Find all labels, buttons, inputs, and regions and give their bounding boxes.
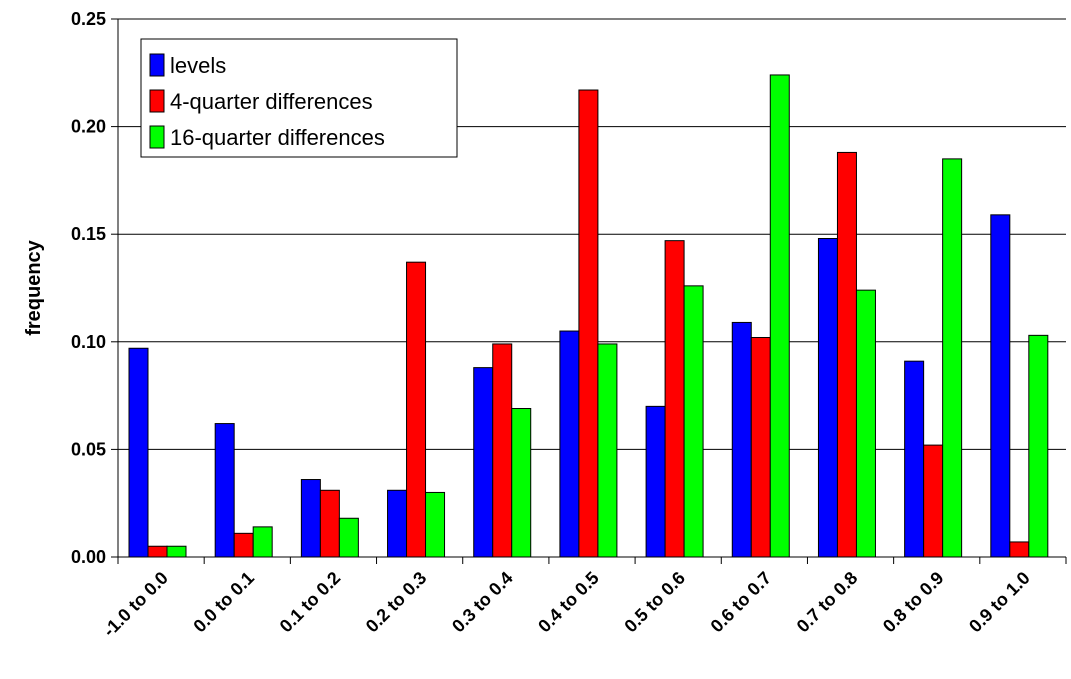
x-tick-label: 0.2 to 0.3 — [362, 568, 431, 637]
bar-16-quarter-differences — [597, 343, 618, 558]
x-tick-label: -1.0 to 0.0 — [99, 568, 172, 641]
legend-label: 16-quarter differences — [170, 125, 385, 150]
legend-box — [140, 38, 458, 158]
bar-16-quarter-differences — [425, 491, 446, 558]
x-tick-label: 0.7 to 0.8 — [793, 568, 862, 637]
legend-label: levels — [170, 53, 226, 78]
bar-levels — [214, 423, 235, 558]
bar-levels — [990, 214, 1011, 558]
bar-4-quarter-differences — [1009, 541, 1030, 558]
bar-levels — [473, 367, 494, 558]
y-tick-label: 0.20 — [71, 117, 106, 137]
bar-4-quarter-differences — [406, 261, 427, 558]
bar-16-quarter-differences — [683, 285, 704, 558]
bar-levels — [559, 330, 580, 558]
y-tick-label: 0.05 — [71, 439, 106, 459]
bar-levels — [645, 405, 666, 558]
y-tick-labels: 0.00 0.05 0.10 0.15 0.20 0.25 — [71, 9, 106, 567]
legend-swatch — [149, 89, 165, 113]
bar-levels — [387, 489, 408, 558]
bar-4-quarter-differences — [492, 343, 513, 558]
legend: levels 4-quarter differences 16-quarter di… — [140, 38, 458, 158]
x-tick-label: 0.3 to 0.4 — [448, 568, 517, 637]
y-tick-label: 0.15 — [71, 224, 106, 244]
bar-levels — [904, 360, 925, 558]
bar-16-quarter-differences — [769, 74, 790, 558]
x-tick-label: 0.4 to 0.5 — [534, 568, 603, 637]
bar-4-quarter-differences — [664, 240, 685, 558]
bar-16-quarter-differences — [252, 526, 273, 558]
x-tick-label: 0.8 to 0.9 — [879, 568, 948, 637]
bar-16-quarter-differences — [511, 408, 532, 558]
bar-4-quarter-differences — [147, 545, 168, 558]
bar-levels — [300, 479, 321, 558]
x-tick-label: 0.1 to 0.2 — [276, 568, 345, 637]
x-tick-labels: -1.0 to 0.0 0.0 to 0.1 0.1 to 0.2 0.2 to 0.… — [99, 568, 1034, 641]
bar-4-quarter-differences — [836, 151, 857, 558]
y-tick-label: 0.00 — [71, 547, 106, 567]
bar-16-quarter-differences — [855, 289, 876, 558]
bar-levels — [817, 238, 838, 558]
y-tick-label: 0.10 — [71, 332, 106, 352]
legend-swatch — [149, 125, 165, 149]
bar-16-quarter-differences — [166, 545, 187, 558]
bar-16-quarter-differences — [1028, 334, 1049, 558]
bar-4-quarter-differences — [319, 489, 340, 558]
bar-4-quarter-differences — [578, 89, 599, 558]
x-tick-label: 0.0 to 0.1 — [189, 568, 258, 637]
x-tick-label: 0.5 to 0.6 — [620, 568, 689, 637]
bar-levels — [128, 347, 149, 558]
axes — [111, 18, 1067, 564]
bar-levels — [731, 321, 752, 558]
bar-4-quarter-differences — [750, 336, 771, 558]
y-tick-label: 0.25 — [71, 9, 106, 29]
bar-4-quarter-differences — [923, 444, 944, 558]
legend-swatch — [149, 53, 165, 77]
legend-label: 4-quarter differences — [170, 89, 373, 114]
bar-4-quarter-differences — [233, 532, 254, 558]
y-axis-title: frequency — [23, 239, 45, 335]
x-tick-label: 0.6 to 0.7 — [707, 568, 776, 637]
bar-16-quarter-differences — [338, 517, 359, 558]
bar-16-quarter-differences — [942, 158, 963, 558]
x-tick-label: 0.9 to 1.0 — [965, 568, 1034, 637]
